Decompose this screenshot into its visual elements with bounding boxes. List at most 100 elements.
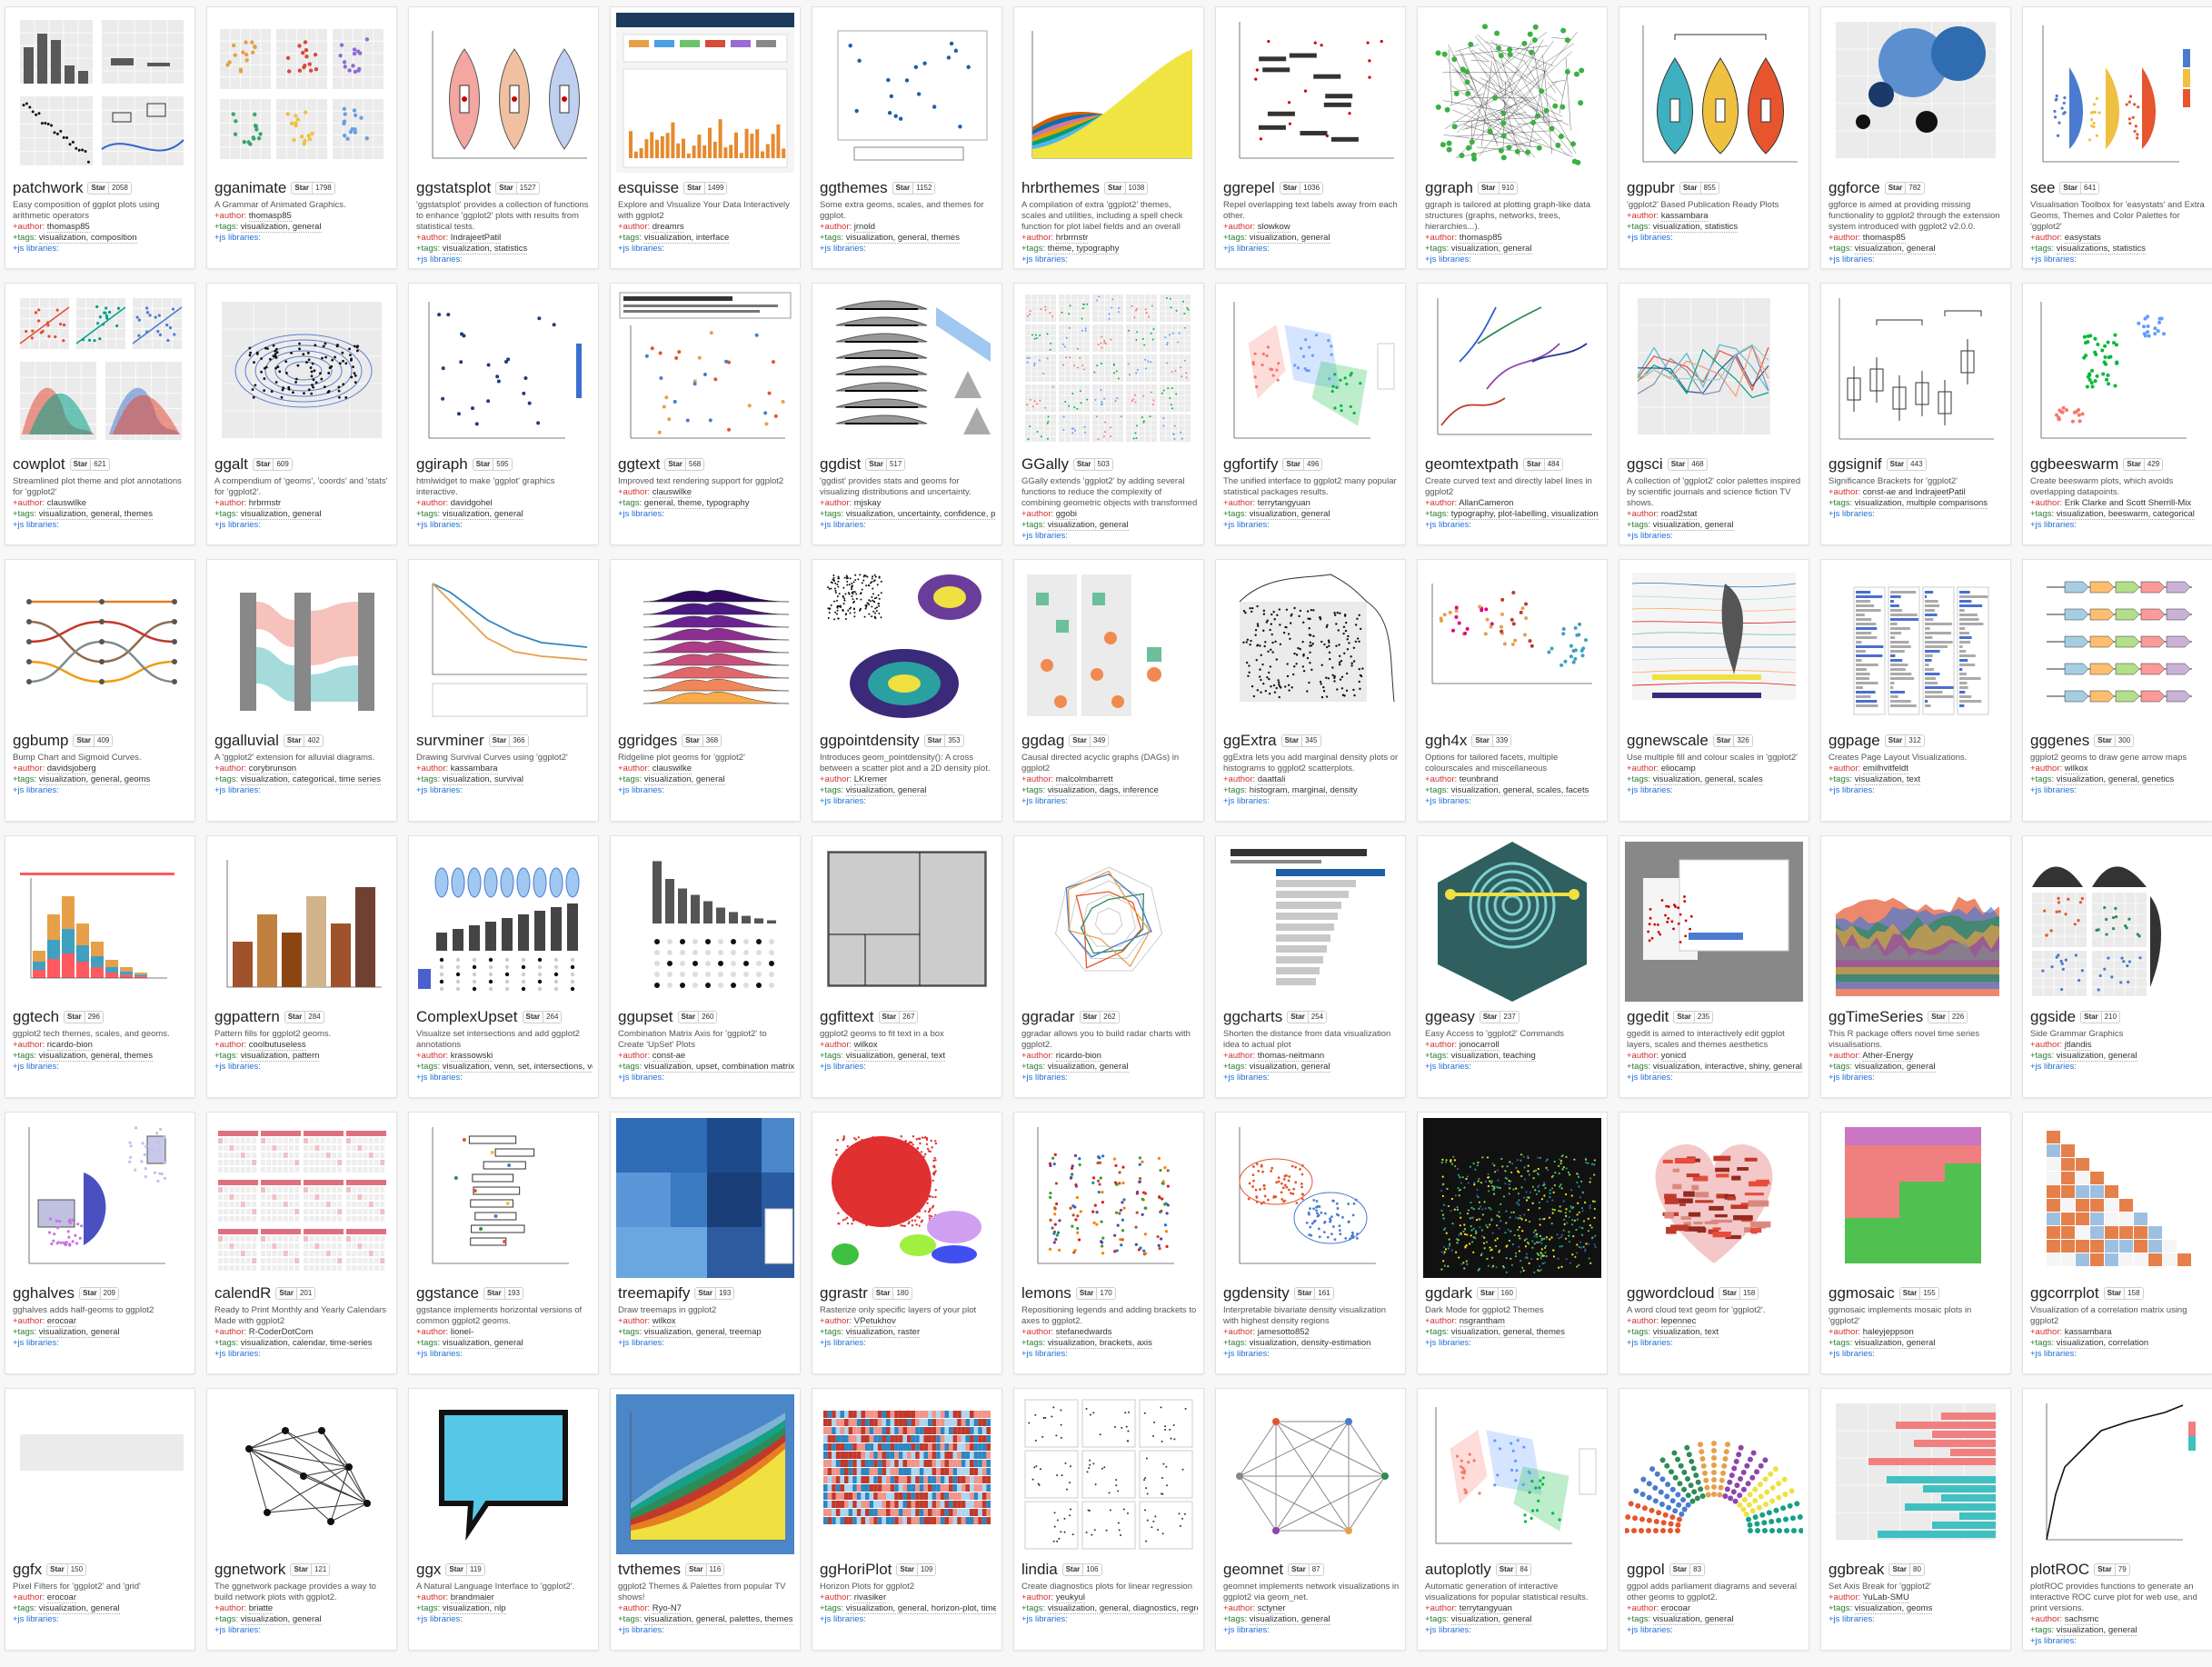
tags-list[interactable]: visualization, beeswarm, categorical xyxy=(2056,509,2195,520)
package-thumbnail[interactable] xyxy=(213,1118,391,1278)
package-card[interactable]: lindia Star 106 Create diagnostics plots fo… xyxy=(1014,1389,1203,1650)
package-name[interactable]: ggupset xyxy=(618,1008,673,1025)
package-name[interactable]: plotROC xyxy=(2030,1561,2090,1578)
github-star-button[interactable]: Star 155 xyxy=(1898,1287,1939,1300)
author-link[interactable]: kassambara xyxy=(2064,1327,2112,1338)
author-link[interactable]: AllanCameron xyxy=(1459,498,1514,509)
package-thumbnail[interactable] xyxy=(1625,565,1803,725)
author-link[interactable]: mjskay xyxy=(853,498,882,509)
tags-list[interactable]: visualization, general, themes xyxy=(1450,1327,1565,1338)
author-link[interactable]: erocoar xyxy=(46,1592,76,1603)
author-link[interactable]: wilkox xyxy=(2064,764,2088,774)
package-name[interactable]: ggeasy xyxy=(1425,1008,1475,1025)
package-card[interactable]: ggalt Star 609 A compendium of 'geoms', 'co… xyxy=(207,284,396,544)
github-star-button[interactable]: Star 209 xyxy=(79,1287,119,1300)
github-star-button[interactable]: Star 368 xyxy=(682,734,722,747)
package-name[interactable]: ggalt xyxy=(214,455,248,473)
package-card[interactable]: ggthemes Star 1152 Some extra geoms, scales… xyxy=(812,7,1001,268)
package-card[interactable]: ggdist Star 517'ggdist' provides stats and… xyxy=(812,284,1001,544)
author-link[interactable]: erocoar xyxy=(46,1316,76,1327)
package-card[interactable]: ggdensity Star 161 Interpretable bivariate … xyxy=(1216,1113,1405,1373)
package-card[interactable]: ggpattern Star 284 Pattern fills for ggplot… xyxy=(207,836,396,1097)
package-card[interactable]: ggmosaic Star 155 ggmosaic implements mosai… xyxy=(1821,1113,2010,1373)
package-card[interactable]: ggcorrplot Star 158 Visualization of a corr… xyxy=(2023,1113,2212,1373)
author-link[interactable]: nsgrantham xyxy=(1459,1316,1505,1327)
package-thumbnail[interactable] xyxy=(1221,1118,1400,1278)
package-card[interactable]: ggupset Star 260 Combination Matrix Axis fo… xyxy=(611,836,800,1097)
package-name[interactable]: GGally xyxy=(1021,455,1069,473)
github-star-button[interactable]: Star 345 xyxy=(1280,734,1321,747)
package-thumbnail[interactable] xyxy=(1221,565,1400,725)
package-thumbnail[interactable] xyxy=(11,13,189,173)
tags-list[interactable]: visualization, general xyxy=(1652,1614,1734,1625)
package-name[interactable]: ggpointdensity xyxy=(820,732,920,749)
package-name[interactable]: lindia xyxy=(1021,1561,1058,1578)
package-card[interactable]: ggdag Star 349 Causal directed acyclic grap… xyxy=(1014,560,1203,821)
package-name[interactable]: ggalluvial xyxy=(214,732,279,749)
author-link[interactable]: coolbutuseless xyxy=(248,1040,306,1051)
package-thumbnail[interactable] xyxy=(1423,13,1601,173)
package-name[interactable]: ggedit xyxy=(1627,1008,1669,1025)
tags-list[interactable]: visualization, general xyxy=(38,1327,120,1338)
package-name[interactable]: ggsci xyxy=(1627,455,1663,473)
package-card[interactable]: ggpointdensity Star 353 Introduces geom_poi… xyxy=(812,560,1001,821)
github-star-button[interactable]: Star 119 xyxy=(445,1563,485,1576)
package-thumbnail[interactable] xyxy=(213,13,391,173)
tags-list[interactable]: visualization, upset, combination matrix xyxy=(643,1062,794,1073)
package-thumbnail[interactable] xyxy=(818,1118,996,1278)
github-star-button[interactable]: Star 106 xyxy=(1061,1563,1102,1576)
author-link[interactable]: wilkox xyxy=(853,1040,878,1051)
author-link[interactable]: sctyner xyxy=(1257,1603,1286,1614)
github-star-button[interactable]: Star 2058 xyxy=(87,182,132,195)
package-thumbnail[interactable] xyxy=(414,13,593,173)
github-star-button[interactable]: Star 621 xyxy=(69,458,110,471)
tags-list[interactable]: visualization, general xyxy=(240,1614,322,1625)
package-name[interactable]: gggenes xyxy=(2030,732,2090,749)
package-name[interactable]: ggradar xyxy=(1021,1008,1075,1025)
github-star-button[interactable]: Star 402 xyxy=(283,734,324,747)
tags-list[interactable]: visualization, general xyxy=(240,509,322,520)
author-link[interactable]: davidsjoberg xyxy=(46,764,96,774)
author-link[interactable]: jrnold xyxy=(853,222,876,233)
tags-list[interactable]: visualization, interactive, shiny, gener… xyxy=(1652,1062,1803,1073)
tags-list[interactable]: visualization, interface xyxy=(643,233,730,244)
tags-list[interactable]: visualization, raster xyxy=(845,1327,921,1338)
package-name[interactable]: ggfx xyxy=(13,1561,43,1578)
github-star-button[interactable]: Star 254 xyxy=(1287,1011,1328,1023)
tags-list[interactable]: visualization, general xyxy=(442,509,523,520)
package-card[interactable]: ggfittext Star 267 ggplot2 geoms to fit tex… xyxy=(812,836,1001,1097)
tags-list[interactable]: visualization, general, genetics xyxy=(2056,774,2175,785)
github-star-button[interactable]: Star 109 xyxy=(896,1563,937,1576)
package-thumbnail[interactable] xyxy=(414,1118,593,1278)
github-star-button[interactable]: Star 80 xyxy=(1888,1563,1925,1576)
package-thumbnail[interactable] xyxy=(2028,565,2207,725)
author-link[interactable]: ggobi xyxy=(1055,509,1078,520)
package-card[interactable]: hrbrthemes Star 1038 A compilation of extra… xyxy=(1014,7,1203,268)
package-name[interactable]: ggTimeSeries xyxy=(1828,1008,1924,1025)
package-name[interactable]: ggnetwork xyxy=(214,1561,286,1578)
author-link[interactable]: Erik Clarke and Scott Sherrill-Mix xyxy=(2064,498,2192,509)
tags-list[interactable]: histogram, marginal, density xyxy=(1249,785,1358,796)
github-star-button[interactable]: Star 180 xyxy=(872,1287,912,1300)
github-star-button[interactable]: Star 284 xyxy=(284,1011,324,1023)
github-star-button[interactable]: Star 349 xyxy=(1069,734,1110,747)
package-thumbnail[interactable] xyxy=(11,842,189,1002)
author-link[interactable]: jamesotto852 xyxy=(1257,1327,1310,1338)
tags-list[interactable]: visualization, text xyxy=(1854,774,1921,785)
tags-list[interactable]: visualization, general xyxy=(240,222,322,233)
tags-list[interactable]: visualization, statistics xyxy=(442,244,528,255)
package-name[interactable]: ggraph xyxy=(1425,179,1473,196)
tags-list[interactable]: visualization, categorical, time series xyxy=(240,774,381,785)
tags-list[interactable]: visualization, general xyxy=(1249,1614,1330,1625)
package-card[interactable]: ggtext Star 568 Improved text rendering sup… xyxy=(611,284,800,544)
package-name[interactable]: ggiraph xyxy=(416,455,468,473)
package-name[interactable]: ggpattern xyxy=(214,1008,280,1025)
github-star-button[interactable]: Star 609 xyxy=(252,458,293,471)
package-card[interactable]: ggTimeSeries Star 226 This R package offers… xyxy=(1821,836,2010,1097)
package-name[interactable]: ggx xyxy=(416,1561,442,1578)
package-name[interactable]: esquisse xyxy=(618,179,680,196)
author-link[interactable]: thomas-neitmann xyxy=(1257,1051,1325,1062)
package-thumbnail[interactable] xyxy=(414,842,593,1002)
package-thumbnail[interactable] xyxy=(2028,1118,2207,1278)
github-star-button[interactable]: Star 1527 xyxy=(495,182,540,195)
